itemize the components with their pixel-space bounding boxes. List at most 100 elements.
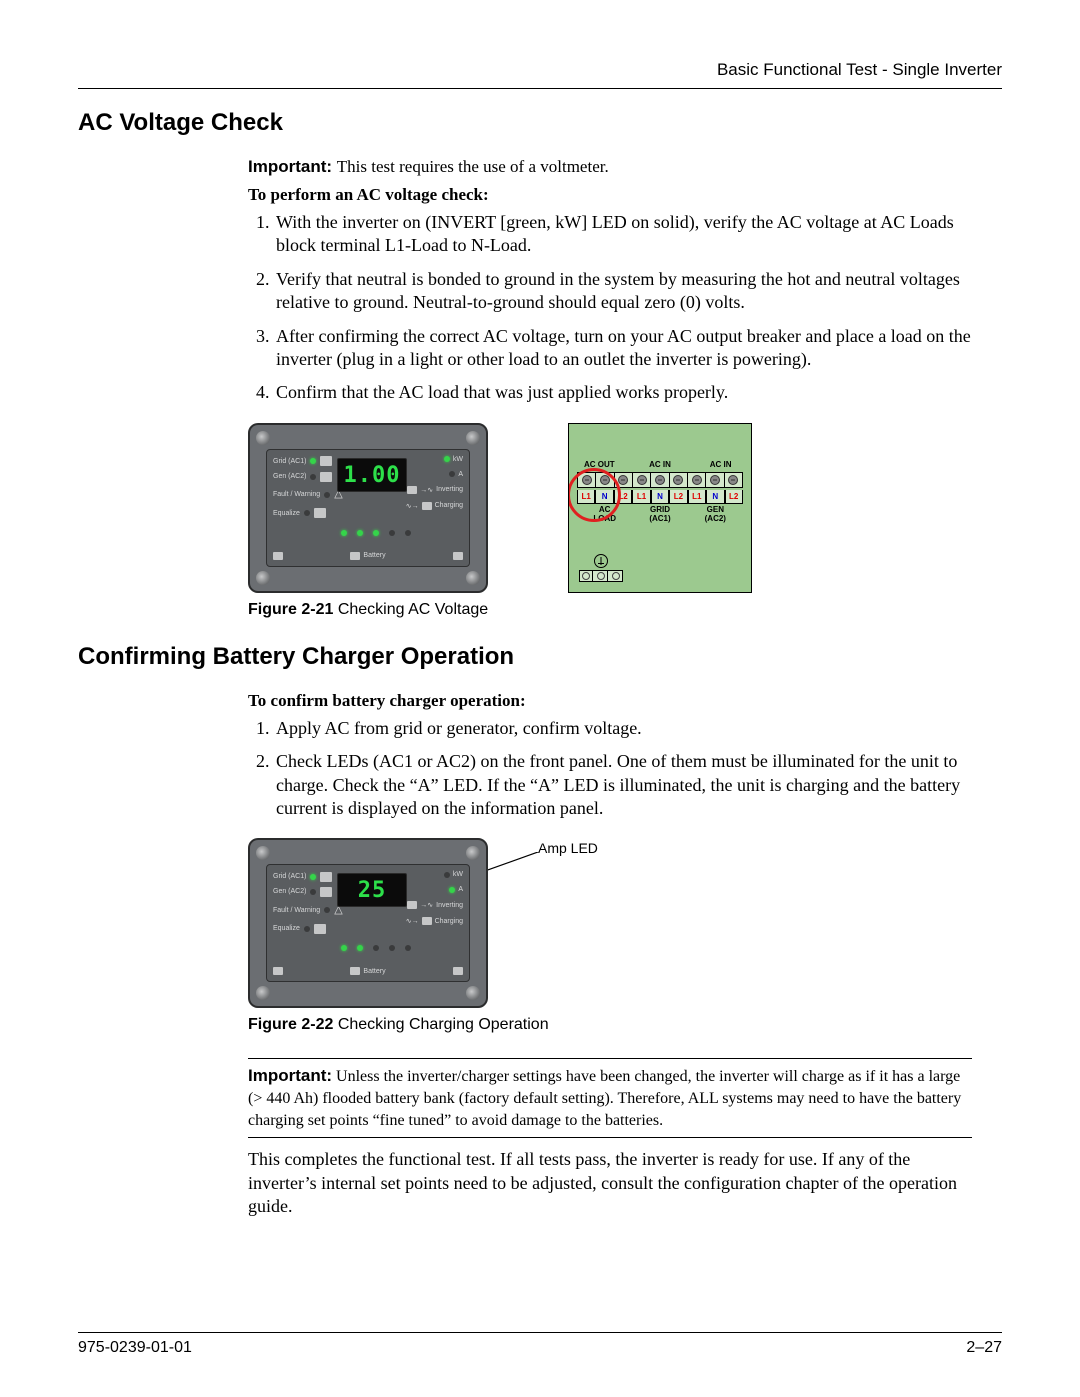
panel-row-label: Grid (AC1)	[273, 871, 306, 882]
unit-label: kW	[453, 456, 463, 463]
mode-label: Inverting	[436, 902, 463, 909]
figure-title: Checking Charging Operation	[338, 1016, 549, 1033]
figure2-22-wrap: Amp LED Grid (AC1) Gen (AC2) Fault / War…	[248, 838, 628, 1008]
inv-icon	[407, 901, 417, 909]
batt-label: Battery	[363, 968, 385, 975]
section1-title: AC Voltage Check	[78, 109, 1002, 137]
chg-icon	[422, 917, 432, 925]
important-box: Important: Unless the inverter/charger s…	[248, 1058, 972, 1138]
page-footer: 975-0239-01-01 2–27	[78, 1332, 1002, 1357]
mode-label: Inverting	[436, 486, 463, 493]
closing-paragraph: This completes the functional test. If a…	[248, 1148, 972, 1218]
panel-row-label: Fault / Warning	[273, 489, 320, 500]
battery-led-icon	[341, 530, 347, 536]
section2-title: Confirming Battery Charger Operation	[78, 643, 1002, 671]
led-icon	[304, 926, 310, 932]
batt-label: Battery	[363, 552, 385, 559]
step: With the inverter on (INVERT [green, kW]…	[274, 211, 972, 258]
terminal-screw-icon	[618, 475, 628, 485]
battery-led-icon	[357, 530, 363, 536]
eq-icon	[273, 967, 283, 975]
pin-label: L2	[669, 490, 687, 504]
terminal-screw-icon	[692, 475, 702, 485]
unit-label: kW	[453, 871, 463, 878]
block-sublabel: (AC1)	[649, 514, 670, 523]
terminal-screw-icon	[728, 475, 738, 485]
figure-number: Figure 2-21	[248, 601, 333, 618]
lcd-display: 1.00	[337, 458, 407, 492]
block-label: AC	[599, 505, 611, 514]
header-rule	[78, 88, 1002, 89]
figure-number: Figure 2-22	[248, 1016, 333, 1033]
led-icon	[444, 456, 450, 462]
screw-icon	[256, 986, 270, 1000]
footer-docnum: 975-0239-01-01	[78, 1339, 192, 1357]
section2-subhead: To confirm battery charger operation:	[248, 691, 972, 711]
grid-icon	[320, 872, 332, 882]
panel-row-label: Grid (AC1)	[273, 456, 306, 467]
screw-icon	[466, 571, 480, 585]
block-sublabel: LOAD	[593, 514, 616, 523]
equalize-icon	[314, 924, 326, 934]
led-icon	[449, 887, 455, 893]
terminal-screw-icon	[673, 475, 683, 485]
terminal-screw-icon	[655, 475, 665, 485]
important-lead: Important:	[248, 157, 332, 176]
step: Check LEDs (AC1 or AC2) on the front pan…	[274, 750, 972, 820]
block-label: GEN	[707, 505, 724, 514]
step: Verify that neutral is bonded to ground …	[274, 268, 972, 315]
pin-label: L2	[725, 490, 743, 504]
gen-icon	[320, 472, 332, 482]
section2-steps: Apply AC from grid or generator, confirm…	[248, 717, 972, 821]
unit-label: A	[458, 886, 463, 893]
battery-led-icon	[373, 530, 379, 536]
section1-important: Important: This test requires the use of…	[248, 157, 972, 177]
led-icon	[444, 872, 450, 878]
screw-icon	[256, 846, 270, 860]
led-icon	[310, 458, 316, 464]
led-icon	[449, 471, 455, 477]
terminal-diagram: AC OUT AC IN AC IN L1 N L2 L1 N L2 L1 N …	[568, 423, 752, 593]
led-icon	[324, 492, 330, 498]
section1-steps: With the inverter on (INVERT [green, kW]…	[248, 211, 972, 405]
footer-rule	[78, 1332, 1002, 1333]
battery-led-icon	[405, 945, 411, 951]
battery-led-icon	[389, 530, 395, 536]
screw-icon	[256, 431, 270, 445]
pin-label: L2	[614, 490, 632, 504]
mode-label: Charging	[435, 502, 463, 509]
batt-icon	[350, 552, 360, 560]
ground-block	[579, 554, 623, 584]
inverter-panel-fig2: Grid (AC1) Gen (AC2) Fault / Warning △ E…	[248, 838, 488, 1008]
important-lead: Important:	[248, 1066, 332, 1085]
panel-row-label: Gen (AC2)	[273, 886, 306, 897]
panel-row-label: Equalize	[273, 508, 300, 519]
panel-row-label: Equalize	[273, 923, 300, 934]
terminal-screw-icon	[710, 475, 720, 485]
callout-label: Amp LED	[538, 840, 598, 856]
pin-label: L1	[688, 490, 706, 504]
terminal-screw-icon	[600, 475, 610, 485]
led-icon	[304, 510, 310, 516]
led-icon	[310, 874, 316, 880]
block-sublabel: (AC2)	[705, 514, 726, 523]
equalize-icon	[314, 508, 326, 518]
pin-label: L1	[577, 490, 595, 504]
grid-icon	[320, 456, 332, 466]
eq-icon	[273, 552, 283, 560]
figure2-21-row: Grid (AC1) Gen (AC2) Fault / Warning △ E…	[248, 423, 1002, 593]
led-icon	[310, 889, 316, 895]
unit-label: A	[458, 471, 463, 478]
pin-label: L1	[632, 490, 650, 504]
screw-icon	[256, 571, 270, 585]
block-label: GRID	[650, 505, 670, 514]
lcd-display: 25	[337, 873, 407, 907]
screw-icon	[466, 846, 480, 860]
pin-label: N	[595, 490, 613, 504]
term-header: AC OUT	[569, 460, 630, 469]
page-header-right: Basic Functional Test - Single Inverter	[78, 60, 1002, 80]
chg-icon	[422, 502, 432, 510]
terminal-screw-icon	[582, 475, 592, 485]
step: Confirm that the AC load that was just a…	[274, 381, 972, 404]
footer-pagenum: 2–27	[966, 1339, 1002, 1357]
